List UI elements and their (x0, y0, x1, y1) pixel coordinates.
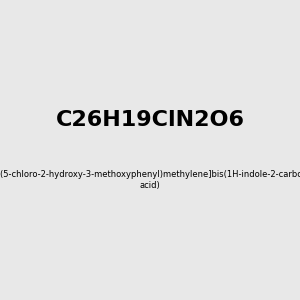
Text: 3,3'-[(5-chloro-2-hydroxy-3-methoxyphenyl)methylene]bis(1H-indole-2-carboxylic a: 3,3'-[(5-chloro-2-hydroxy-3-methoxypheny… (0, 170, 300, 190)
Text: C26H19ClN2O6: C26H19ClN2O6 (56, 110, 244, 130)
